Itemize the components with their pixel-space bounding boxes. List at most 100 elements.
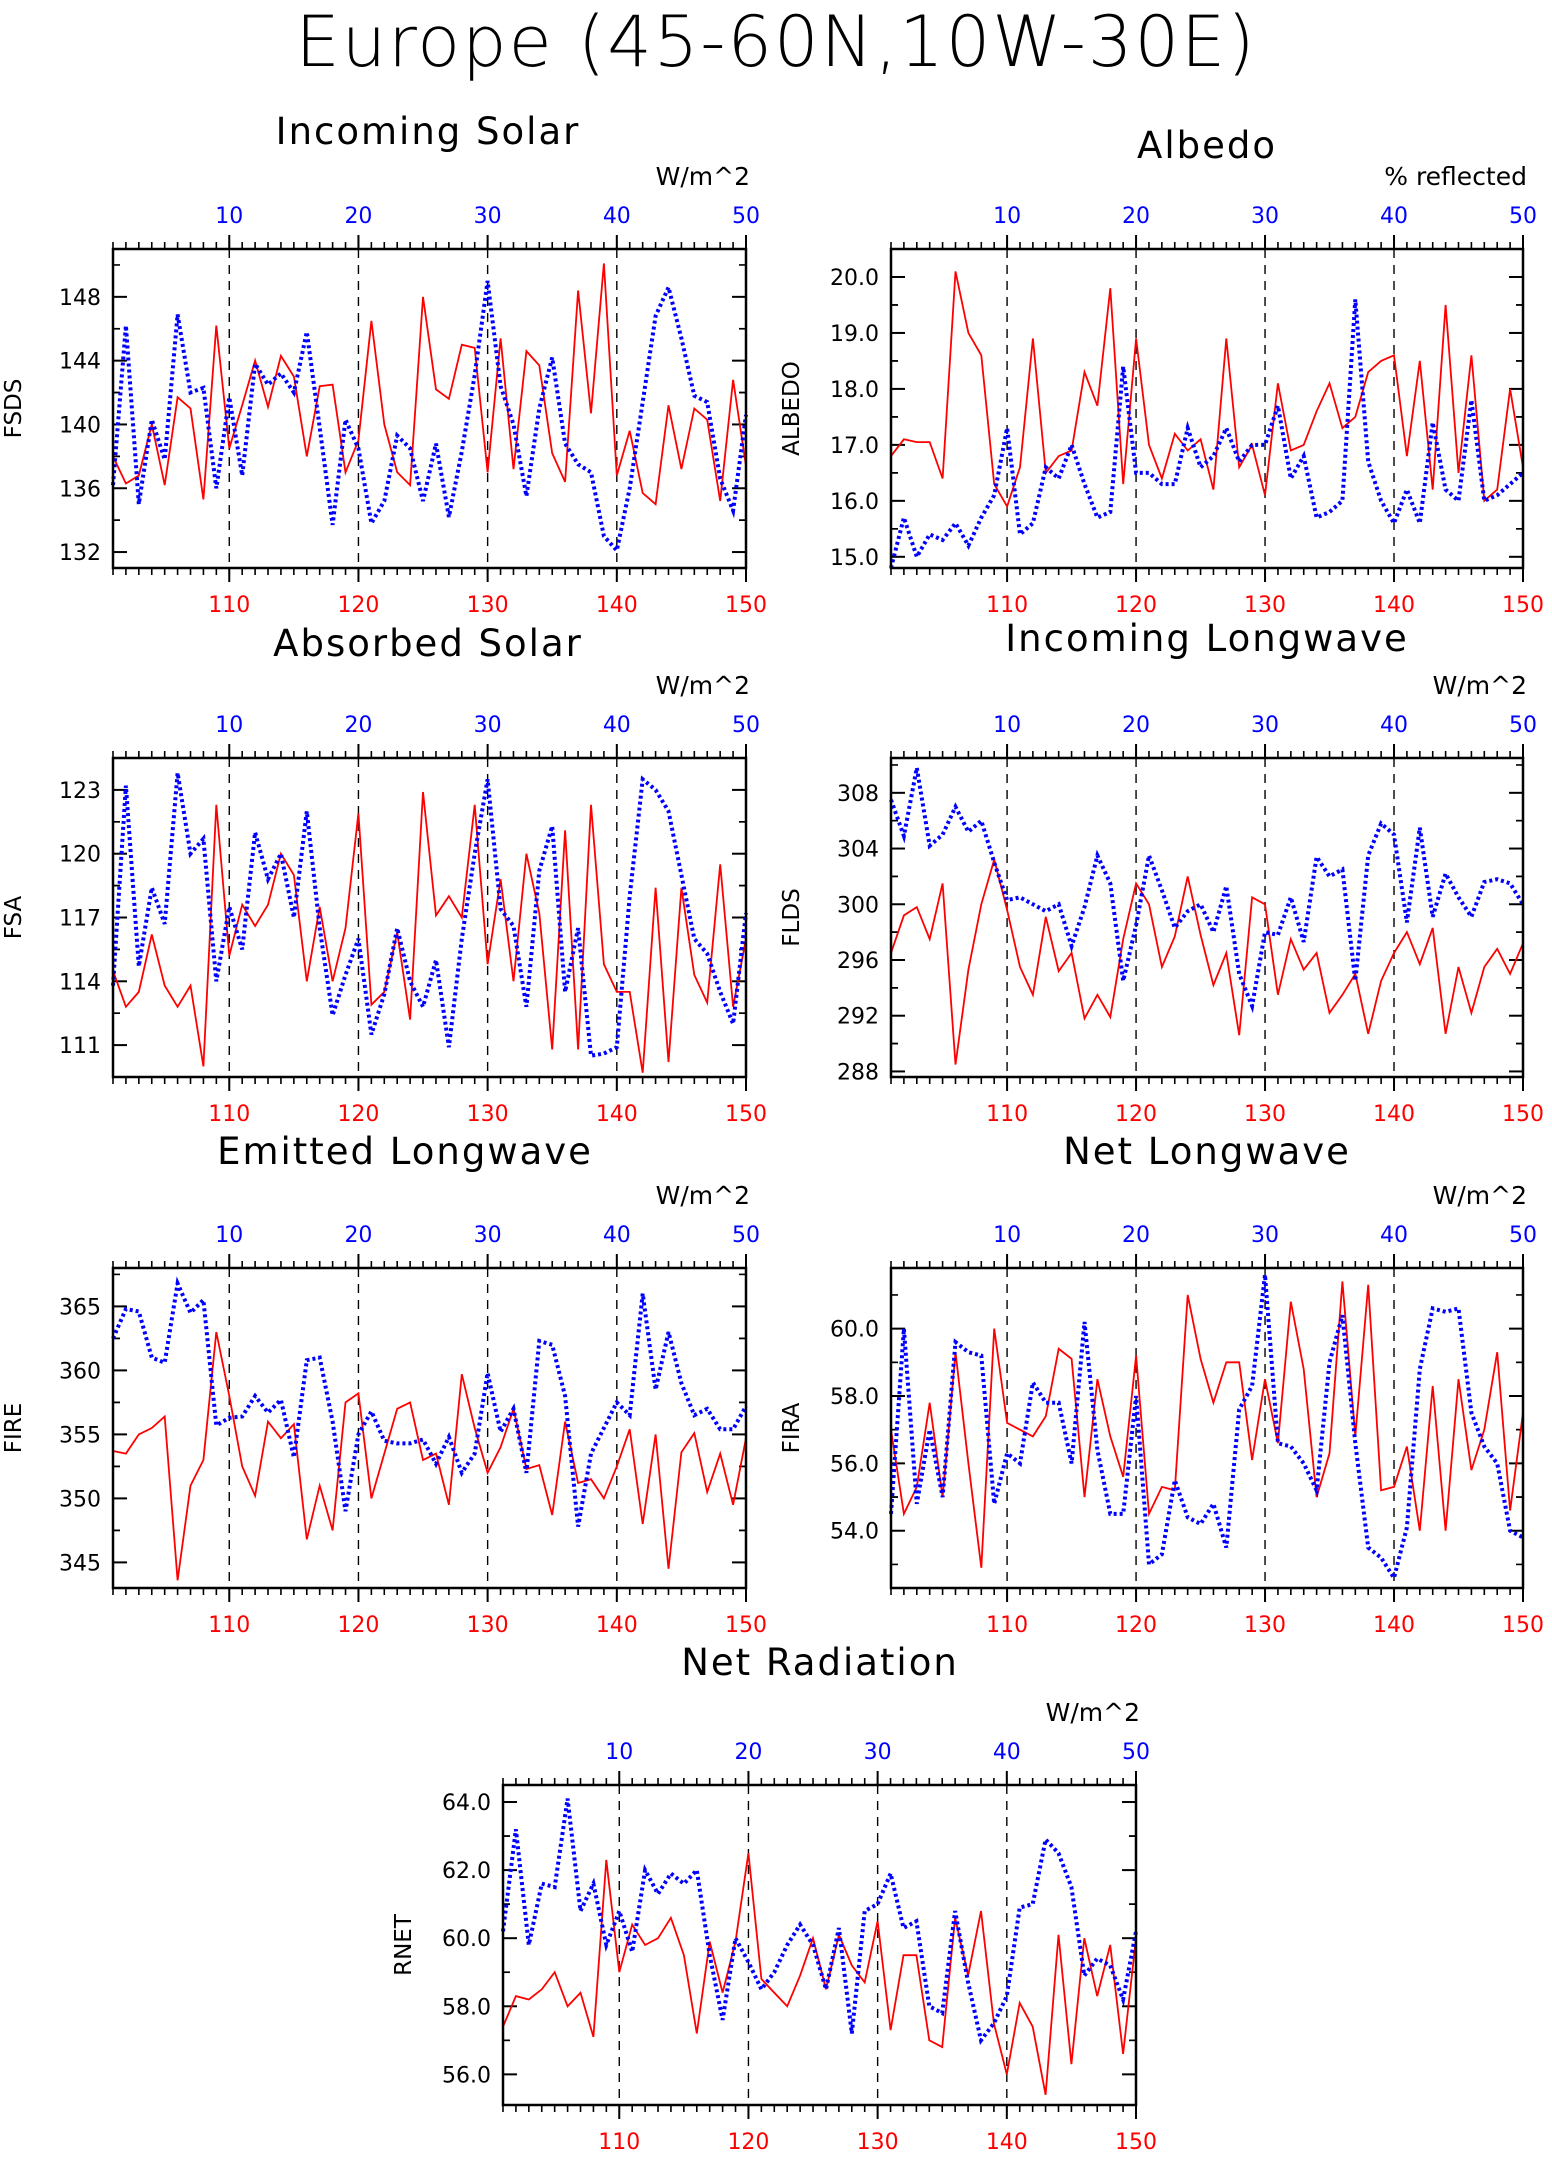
units-label: W/m^2 — [1433, 1181, 1527, 1210]
x-tick-label-bottom: 130 — [467, 593, 509, 618]
panel-title: Incoming Solar — [276, 110, 581, 153]
x-tick-label-bottom: 110 — [208, 593, 250, 618]
x-tick-label-top: 50 — [1509, 204, 1537, 229]
y-tick-label: 64.0 — [442, 1791, 491, 1816]
x-tick-label-top: 40 — [603, 1223, 631, 1248]
units-label: % reflected — [1384, 162, 1527, 191]
y-tick-label: 60.0 — [830, 1318, 879, 1343]
units-label: W/m^2 — [656, 162, 750, 191]
y-tick-label: 296 — [837, 949, 879, 974]
x-tick-label-bottom: 110 — [986, 1613, 1028, 1638]
x-tick-label-top: 40 — [603, 713, 631, 738]
panel-2: Absorbed Solar W/m^2 FSA 110 120 130 140 150 10 2… — [1, 622, 767, 1127]
x-tick-label-bottom: 120 — [1115, 593, 1157, 618]
y-tick-label: 20.0 — [830, 266, 879, 291]
y-axis-label: FSDS — [1, 379, 27, 439]
series-line-blue — [501, 1798, 1138, 2045]
y-tick-label: 288 — [837, 1060, 879, 1085]
units-label: W/m^2 — [656, 1181, 750, 1210]
y-tick-label: 19.0 — [830, 322, 879, 347]
y-tick-label: 114 — [59, 970, 101, 995]
y-tick-label: 350 — [59, 1487, 101, 1512]
x-tick-label-bottom: 120 — [727, 2130, 769, 2155]
x-tick-label-bottom: 140 — [986, 2130, 1028, 2155]
x-tick-label-bottom: 130 — [467, 1613, 509, 1638]
y-tick-label: 140 — [59, 413, 101, 438]
x-tick-label-bottom: 130 — [467, 1102, 509, 1127]
y-tick-label: 62.0 — [442, 1859, 491, 1884]
x-tick-label-bottom: 110 — [208, 1613, 250, 1638]
y-axis-label: FIRE — [1, 1403, 27, 1454]
x-tick-label-bottom: 110 — [986, 1102, 1028, 1127]
y-axis-label: FSA — [1, 895, 27, 939]
series-line-red — [890, 856, 1524, 1065]
y-tick-label: 54.0 — [830, 1520, 879, 1545]
x-tick-label-top: 30 — [1251, 713, 1279, 738]
x-tick-label-top: 30 — [1251, 1223, 1279, 1248]
y-tick-label: 117 — [59, 907, 101, 932]
y-tick-label: 56.0 — [442, 2063, 491, 2088]
plot-frame — [889, 756, 1525, 1079]
panel-title: Emitted Longwave — [217, 1130, 593, 1173]
plot-frame — [111, 756, 748, 1079]
panel-title: Net Radiation — [681, 1641, 959, 1684]
series-line-blue — [111, 280, 748, 555]
x-tick-label-bottom: 140 — [596, 1613, 638, 1638]
x-tick-label-bottom: 150 — [1502, 1102, 1544, 1127]
series-line-red — [112, 263, 747, 506]
x-tick-label-top: 20 — [1122, 713, 1150, 738]
y-tick-label: 15.0 — [830, 546, 879, 571]
y-tick-label: 144 — [59, 350, 101, 375]
plot-frame — [501, 1783, 1138, 2107]
x-tick-label-bottom: 150 — [1502, 1613, 1544, 1638]
x-tick-label-top: 50 — [732, 713, 760, 738]
x-tick-label-top: 20 — [1122, 204, 1150, 229]
x-tick-label-top: 20 — [344, 713, 372, 738]
x-tick-label-bottom: 120 — [337, 1102, 379, 1127]
panel-4: Emitted Longwave W/m^2 FIRE 110 120 130 140 150… — [1, 1130, 767, 1638]
y-tick-label: 17.0 — [830, 434, 879, 459]
y-tick-label: 308 — [837, 782, 879, 807]
series-line-red — [890, 1281, 1524, 1568]
x-tick-label-bottom: 120 — [337, 1613, 379, 1638]
y-axis-label: FLDS — [779, 888, 805, 946]
x-tick-label-bottom: 140 — [596, 1102, 638, 1127]
x-tick-label-top: 40 — [1380, 1223, 1408, 1248]
series-line-blue — [111, 1276, 748, 1527]
y-tick-label: 136 — [59, 477, 101, 502]
x-tick-label-top: 40 — [993, 1740, 1021, 1765]
x-tick-label-top: 40 — [1380, 204, 1408, 229]
x-tick-label-top: 10 — [215, 713, 243, 738]
plot-frame — [889, 1266, 1525, 1590]
figure-title: Europe (45-60N,10W-30E) — [295, 1, 1256, 83]
x-tick-label-top: 50 — [732, 204, 760, 229]
x-tick-label-bottom: 150 — [725, 593, 767, 618]
y-tick-label: 304 — [837, 838, 879, 863]
y-tick-label: 148 — [59, 286, 101, 311]
x-tick-label-bottom: 130 — [1244, 593, 1286, 618]
x-tick-label-bottom: 130 — [1244, 1613, 1286, 1638]
y-tick-label: 345 — [59, 1551, 101, 1576]
x-tick-label-top: 40 — [603, 204, 631, 229]
series-line-blue — [111, 772, 748, 1059]
y-tick-label: 16.0 — [830, 490, 879, 515]
x-tick-label-top: 20 — [1122, 1223, 1150, 1248]
x-tick-label-bottom: 130 — [1244, 1102, 1286, 1127]
x-tick-label-top: 30 — [474, 204, 502, 229]
units-label: W/m^2 — [656, 671, 750, 700]
units-label: W/m^2 — [1046, 1698, 1140, 1727]
panel-5: Net Longwave W/m^2 FIRA 110 120 130 140 150 10 20… — [779, 1130, 1544, 1638]
panel-0: Incoming Solar W/m^2 FSDS 110 120 130 140 150 10… — [1, 110, 767, 618]
x-tick-label-bottom: 140 — [1373, 1102, 1415, 1127]
series-line-blue — [889, 1274, 1524, 1583]
y-tick-label: 58.0 — [830, 1385, 879, 1410]
plot-frame — [889, 247, 1525, 570]
y-tick-label: 120 — [59, 843, 101, 868]
x-tick-label-top: 50 — [1509, 1223, 1537, 1248]
panel-title: Albedo — [1137, 124, 1277, 167]
y-tick-label: 58.0 — [442, 1995, 491, 2020]
x-tick-label-bottom: 150 — [1115, 2130, 1157, 2155]
x-tick-label-bottom: 130 — [857, 2130, 899, 2155]
x-tick-label-top: 20 — [344, 204, 372, 229]
